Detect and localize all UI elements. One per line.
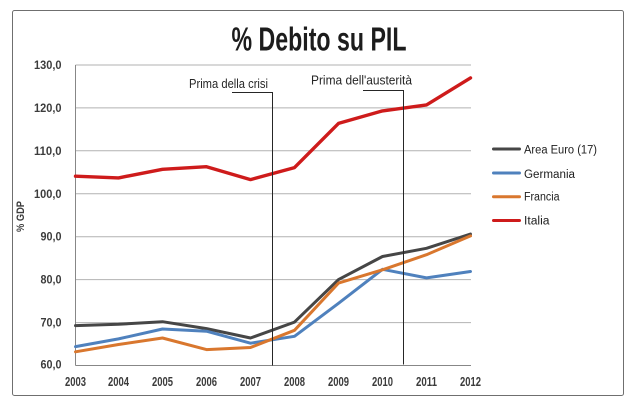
- svg-text:2010: 2010: [372, 375, 393, 389]
- svg-text:120,0: 120,0: [34, 103, 62, 115]
- svg-text:2003: 2003: [65, 375, 86, 389]
- svg-text:2012: 2012: [460, 375, 481, 389]
- svg-text:Francia: Francia: [524, 192, 560, 204]
- svg-text:2007: 2007: [240, 375, 261, 389]
- svg-text:2006: 2006: [196, 375, 217, 389]
- svg-text:60,0: 60,0: [41, 360, 62, 372]
- svg-text:90,0: 90,0: [41, 232, 62, 244]
- svg-text:2005: 2005: [152, 375, 173, 389]
- svg-text:80,0: 80,0: [41, 275, 62, 287]
- svg-text:130,0: 130,0: [34, 60, 62, 72]
- svg-text:Prima della crisi: Prima della crisi: [189, 76, 268, 91]
- svg-text:Italia: Italia: [524, 216, 550, 228]
- svg-text:% Debito su PIL: % Debito su PIL: [232, 21, 407, 58]
- svg-text:2011: 2011: [416, 375, 437, 389]
- svg-text:2004: 2004: [108, 375, 129, 389]
- svg-text:Prima dell'austerità: Prima dell'austerità: [311, 73, 413, 88]
- svg-text:% GDP: % GDP: [15, 201, 27, 232]
- svg-text:Area Euro (17): Area Euro (17): [524, 144, 597, 156]
- svg-text:110,0: 110,0: [34, 146, 62, 158]
- svg-text:70,0: 70,0: [41, 318, 62, 330]
- svg-text:2009: 2009: [328, 375, 349, 389]
- svg-text:Germania: Germania: [524, 169, 576, 181]
- svg-text:2008: 2008: [284, 375, 305, 389]
- svg-text:100,0: 100,0: [34, 189, 62, 201]
